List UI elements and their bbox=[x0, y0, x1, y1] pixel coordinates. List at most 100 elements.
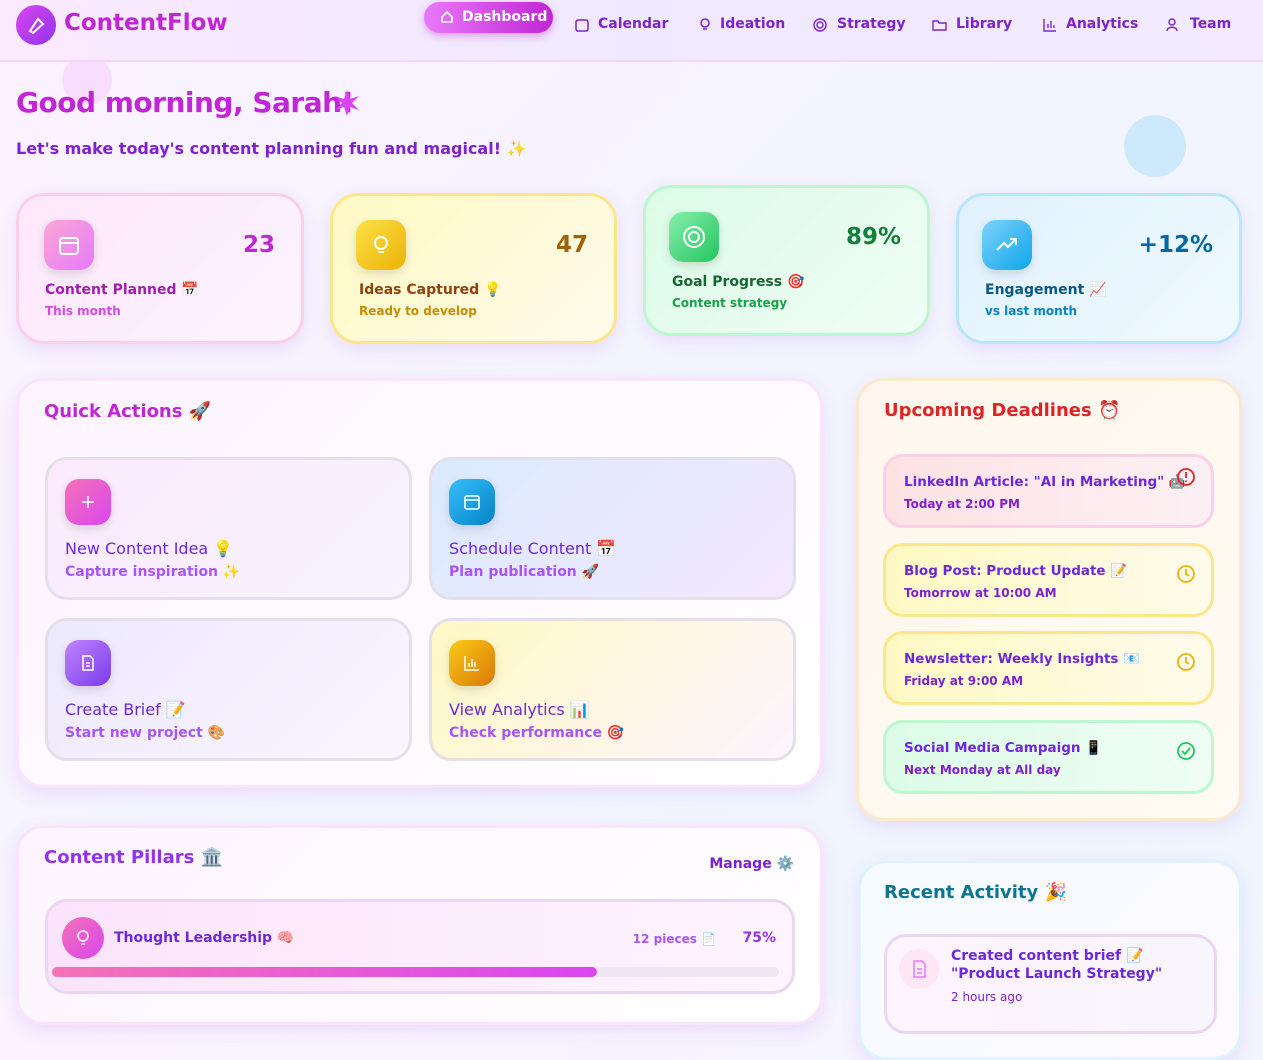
stat-icon bbox=[982, 220, 1032, 270]
icon-glyph bbox=[913, 960, 926, 978]
icon-glyph bbox=[82, 655, 94, 671]
deadline-time: Next Monday at All day bbox=[904, 763, 1061, 777]
deadline-time: Friday at 9:00 AM bbox=[904, 674, 1024, 688]
action-sub: Plan publication 🚀 bbox=[449, 564, 600, 580]
icon-glyph bbox=[464, 656, 479, 671]
progress-bar bbox=[52, 967, 598, 977]
action-title: New Content Idea 💡 bbox=[65, 539, 234, 558]
activity-time: 2 hours ago bbox=[951, 990, 1023, 1004]
nav-item[interactable]: Library bbox=[956, 16, 1013, 32]
stat-sub: vs last month bbox=[985, 304, 1077, 318]
action-title: Create Brief 📝 bbox=[65, 700, 186, 719]
nav-item[interactable]: Analytics bbox=[1066, 16, 1139, 32]
deadline-time: Today at 2:00 PM bbox=[904, 497, 1020, 511]
nav-item[interactable]: Ideation bbox=[720, 16, 786, 32]
stat-icon bbox=[44, 220, 94, 270]
stat-card: +12% Engagement 📈 vs last month bbox=[956, 193, 1242, 344]
quick-actions-panel: Quick Actions 🚀 New Content Idea 💡 Captu… bbox=[16, 378, 823, 788]
action-icon bbox=[65, 640, 111, 686]
icon-glyph bbox=[59, 237, 79, 255]
action-icon bbox=[449, 479, 495, 525]
stat-value: 23 bbox=[242, 232, 275, 258]
stat-value: 47 bbox=[555, 232, 588, 258]
activity-panel: Recent Activity 🎉 Created content brief … bbox=[858, 860, 1242, 1060]
stat-icon bbox=[669, 212, 719, 262]
stat-label: Goal Progress 🎯 bbox=[672, 274, 805, 290]
nav-icon bbox=[932, 20, 947, 31]
pillar-percent: 75% bbox=[742, 930, 776, 946]
nav-icon bbox=[1043, 19, 1056, 32]
activity-icon bbox=[899, 949, 939, 989]
brand[interactable]: ContentFlow bbox=[64, 10, 228, 36]
nav-item-active[interactable]: Dashboard bbox=[424, 2, 553, 33]
nav-item[interactable]: Strategy bbox=[837, 16, 906, 32]
nav-label: Dashboard bbox=[462, 9, 548, 25]
stat-label: Ideas Captured 💡 bbox=[359, 282, 502, 298]
stat-label: Engagement 📈 bbox=[985, 282, 1107, 298]
icon-glyph bbox=[683, 226, 705, 248]
icon-glyph bbox=[374, 236, 388, 253]
quick-action[interactable]: Schedule Content 📅 Plan publication 🚀 bbox=[429, 457, 796, 600]
nav-icon bbox=[441, 10, 453, 23]
nav-icon bbox=[575, 19, 589, 32]
status-icon bbox=[1177, 653, 1195, 671]
deadline-title: LinkedIn Article: "AI in Marketing" 🤖 bbox=[904, 474, 1186, 490]
stat-sub: This month bbox=[45, 304, 121, 318]
icon-glyph bbox=[464, 495, 480, 510]
icon-glyph bbox=[77, 930, 89, 945]
stat-value: +12% bbox=[1138, 232, 1213, 258]
deadline-item[interactable]: Blog Post: Product Update 📝 Tomorrow at … bbox=[883, 543, 1214, 617]
action-sub: Check performance 🎯 bbox=[449, 725, 625, 741]
status-icon bbox=[1177, 565, 1195, 583]
stat-icon bbox=[356, 220, 406, 270]
quick-action[interactable]: View Analytics 📊 Check performance 🎯 bbox=[429, 618, 796, 761]
action-title: Schedule Content 📅 bbox=[449, 539, 617, 558]
progress-track bbox=[52, 967, 779, 977]
status-icon bbox=[1177, 468, 1195, 486]
pillar-name: Thought Leadership 🧠 bbox=[114, 930, 295, 946]
nav-icon bbox=[1166, 18, 1178, 32]
panel-title: Quick Actions 🚀 bbox=[44, 401, 212, 422]
sparkle-icon bbox=[335, 90, 359, 116]
nav-item[interactable]: Calendar bbox=[598, 16, 669, 32]
deadline-item[interactable]: LinkedIn Article: "AI in Marketing" 🤖 To… bbox=[883, 454, 1214, 528]
deadline-title: Social Media Campaign 📱 bbox=[904, 740, 1103, 756]
action-title: View Analytics 📊 bbox=[449, 700, 590, 719]
quick-action[interactable]: New Content Idea 💡 Capture inspiration ✨ bbox=[45, 457, 412, 600]
action-sub: Capture inspiration ✨ bbox=[65, 564, 241, 580]
stat-value: 89% bbox=[845, 224, 901, 250]
pillar-item[interactable]: Thought Leadership 🧠 12 pieces 📄 75% bbox=[45, 899, 795, 994]
nav-icon bbox=[813, 18, 827, 32]
pillar-count: 12 pieces 📄 bbox=[632, 932, 716, 946]
action-icon bbox=[449, 640, 495, 686]
deadline-time: Tomorrow at 10:00 AM bbox=[904, 586, 1057, 600]
nav-item[interactable]: Team bbox=[1190, 16, 1232, 32]
activity-item[interactable]: Created content brief 📝 "Product Launch … bbox=[884, 934, 1217, 1034]
greeting-subtitle: Let's make today's content planning fun … bbox=[16, 139, 527, 158]
stat-card: 89% Goal Progress 🎯 Content strategy bbox=[643, 185, 930, 336]
activity-text: Created content brief 📝 "Product Launch … bbox=[951, 948, 1163, 982]
pillar-icon bbox=[62, 917, 104, 959]
status-icon bbox=[1177, 742, 1195, 760]
quick-action[interactable]: Create Brief 📝 Start new project 🎨 bbox=[45, 618, 412, 761]
stat-sub: Content strategy bbox=[672, 296, 788, 310]
stat-label: Content Planned 📅 bbox=[45, 282, 199, 298]
logo-icon bbox=[28, 17, 45, 35]
panel-title: Upcoming Deadlines ⏰ bbox=[884, 400, 1121, 421]
header: ContentFlow Dashboard Calendar Ideation … bbox=[0, 0, 1263, 62]
stat-card: 23 Content Planned 📅 This month bbox=[16, 193, 304, 344]
greeting-title: Good morning, Sarah! bbox=[16, 86, 354, 119]
manage-link[interactable]: Manage ⚙️ bbox=[709, 856, 794, 872]
decor-bubble bbox=[1124, 115, 1186, 177]
deadline-item[interactable]: Social Media Campaign 📱 Next Monday at A… bbox=[883, 720, 1214, 794]
icon-glyph bbox=[82, 496, 94, 508]
nav-icon bbox=[700, 18, 710, 30]
icon-glyph bbox=[996, 238, 1017, 251]
stat-sub: Ready to develop bbox=[359, 304, 477, 318]
pillars-panel: Content Pillars 🏛️ Manage ⚙️ Thought Lea… bbox=[16, 825, 823, 1025]
logo[interactable] bbox=[16, 5, 56, 45]
deadline-item[interactable]: Newsletter: Weekly Insights 📧 Friday at … bbox=[883, 631, 1214, 705]
deadline-title: Blog Post: Product Update 📝 bbox=[904, 563, 1128, 579]
